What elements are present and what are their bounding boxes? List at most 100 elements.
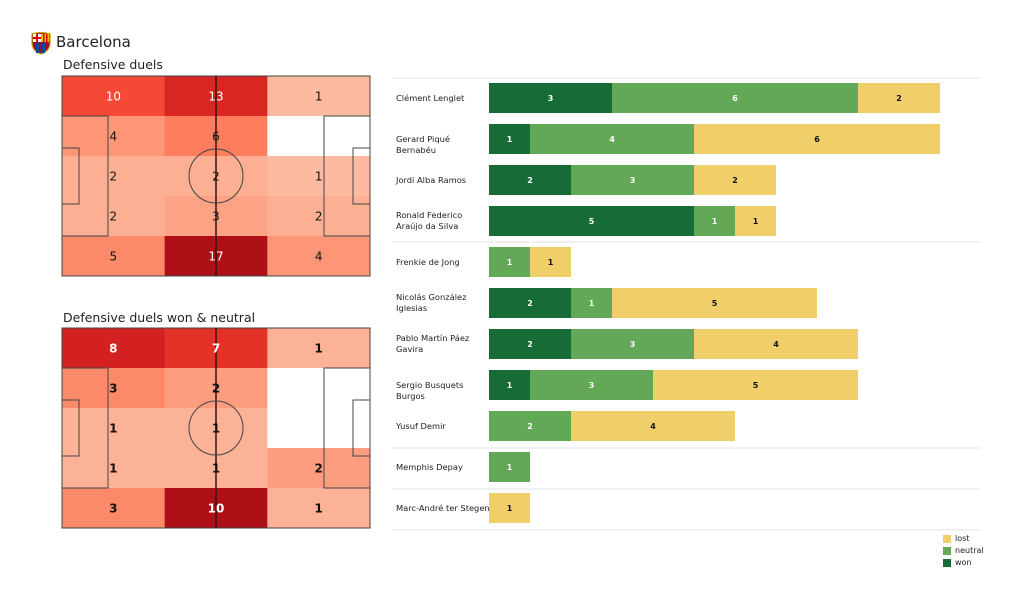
heatmap-value-label: 2 (212, 170, 220, 184)
bar-value-label: 6 (814, 135, 820, 144)
bar-segment-won (489, 329, 571, 359)
left-six-yard-box (61, 147, 80, 205)
heatmap-value-label: 1 (109, 422, 117, 436)
heatmap-title-won-neutral: Defensive duels won & neutral (63, 310, 256, 325)
bar-segment-lost (489, 493, 530, 523)
legend-label: neutral (955, 546, 984, 555)
right-six-yard-box (352, 147, 371, 205)
player-name-label: Marc-André ter Stegen (396, 502, 490, 513)
bar-segment-neutral (571, 329, 694, 359)
bar-segment-won (489, 206, 694, 236)
player-name-label: Yusuf Demir (396, 420, 446, 431)
heatmap-value-label: 5 (110, 250, 118, 264)
bar-value-label: 1 (507, 504, 513, 513)
player-name-label: Sergio Busquets Burgos (396, 379, 464, 401)
heatmap-value-label: 1 (212, 422, 220, 436)
legend-label: lost (955, 534, 970, 543)
barcelona-crest-logo (30, 31, 52, 59)
heatmap-value-label: 3 (109, 502, 117, 516)
bar-value-label: 2 (527, 422, 533, 431)
bar-segment-lost (571, 411, 735, 441)
heatmap-cell (62, 488, 166, 529)
bar-segment-lost (694, 329, 858, 359)
bar-value-label: 2 (896, 94, 902, 103)
bar-value-label: 2 (527, 340, 533, 349)
bar-segment-neutral (530, 370, 653, 400)
heatmap-value-label: 3 (109, 382, 117, 396)
bar-segment-neutral (694, 206, 735, 236)
bar-segment-neutral (612, 83, 858, 113)
bar-value-label: 5 (753, 381, 759, 390)
heatmap-value-label: 2 (315, 210, 323, 224)
bar-segment-neutral (489, 452, 530, 482)
bar-value-label: 1 (589, 299, 595, 308)
bar-segment-lost (694, 124, 940, 154)
bar-segment-lost (858, 83, 940, 113)
bar-segment-won (489, 370, 530, 400)
bar-value-label: 3 (630, 176, 636, 185)
bar-value-label: 5 (589, 217, 595, 226)
bar-segment-neutral (489, 247, 530, 277)
heatmap-cell (62, 328, 166, 369)
player-name-label: Clément Lenglet (396, 92, 465, 103)
bar-value-label: 1 (507, 135, 513, 144)
bar-segment-lost (653, 370, 858, 400)
heatmap-cell (267, 76, 371, 117)
bar-segment-won (489, 165, 571, 195)
center-circle (188, 400, 244, 456)
heatmap-value-label: 10 (208, 502, 225, 516)
heatmap-value-label: 1 (315, 90, 323, 104)
bar-segment-won (489, 83, 612, 113)
bar-value-label: 1 (507, 381, 513, 390)
heatmap-value-label: 1 (109, 462, 117, 476)
player-name-label: Jordi Alba Ramos (396, 174, 467, 185)
bar-segment-lost (735, 206, 776, 236)
player-name-label: Ronald Federico Araújo da Silva (396, 210, 463, 231)
right-six-yard-box (352, 399, 371, 457)
heatmap-value-label: 13 (208, 90, 223, 104)
legend-label: won (955, 558, 972, 567)
legend-neutral: neutral (943, 546, 984, 555)
bar-value-label: 6 (732, 94, 738, 103)
bar-value-label: 3 (630, 340, 636, 349)
heatmap-value-label: 3 (212, 210, 220, 224)
bar-value-label: 4 (609, 135, 615, 144)
heatmap-value-label: 10 (106, 90, 121, 104)
heatmap-cell (267, 328, 371, 369)
bar-value-label: 3 (589, 381, 595, 390)
heatmap-value-label: 7 (212, 342, 220, 356)
bar-value-label: 2 (527, 176, 533, 185)
legend-lost: lost (943, 534, 969, 543)
bar-value-label: 2 (527, 299, 533, 308)
heatmap-value-label: 1 (314, 502, 322, 516)
bar-value-label: 1 (507, 463, 513, 472)
player-name-label: Gerard Piqué Bernabéu (396, 133, 450, 155)
heatmap-value-label: 8 (109, 342, 117, 356)
bar-segment-neutral (530, 124, 694, 154)
heatmap-value-label: 17 (208, 250, 223, 264)
bar-segment-neutral (571, 288, 612, 318)
heatmap-title-duels: Defensive duels (63, 57, 163, 72)
bar-segment-won (489, 288, 571, 318)
heatmap-value-label: 2 (314, 462, 322, 476)
heatmap-cell (62, 236, 166, 277)
bar-value-label: 5 (712, 299, 718, 308)
left-six-yard-box (61, 399, 80, 457)
bar-segment-lost (694, 165, 776, 195)
player-duels-bar-chart: 3 6 2 1 4 6 2 3 2 5 1 1 1 1 2 1 5 2 3 4 1 3 5 2 4 1 1 (392, 77, 980, 531)
heatmap-value-label: 2 (212, 382, 220, 396)
bar-segment-lost (530, 247, 571, 277)
bar-segment-lost (612, 288, 817, 318)
bar-value-label: 1 (548, 258, 554, 267)
bar-value-label: 1 (753, 217, 759, 226)
bar-segment-won (489, 124, 530, 154)
legend-won: won (943, 558, 972, 567)
heatmap-cell (267, 488, 371, 529)
heatmap-cell (267, 236, 371, 277)
bar-value-label: 1 (712, 217, 718, 226)
heatmap-cell (62, 76, 166, 117)
heatmap-value-label: 2 (110, 170, 118, 184)
bar-segment-neutral (571, 165, 694, 195)
heatmap-value-label: 1 (314, 342, 322, 356)
heatmap-value-label: 1 (315, 170, 323, 184)
